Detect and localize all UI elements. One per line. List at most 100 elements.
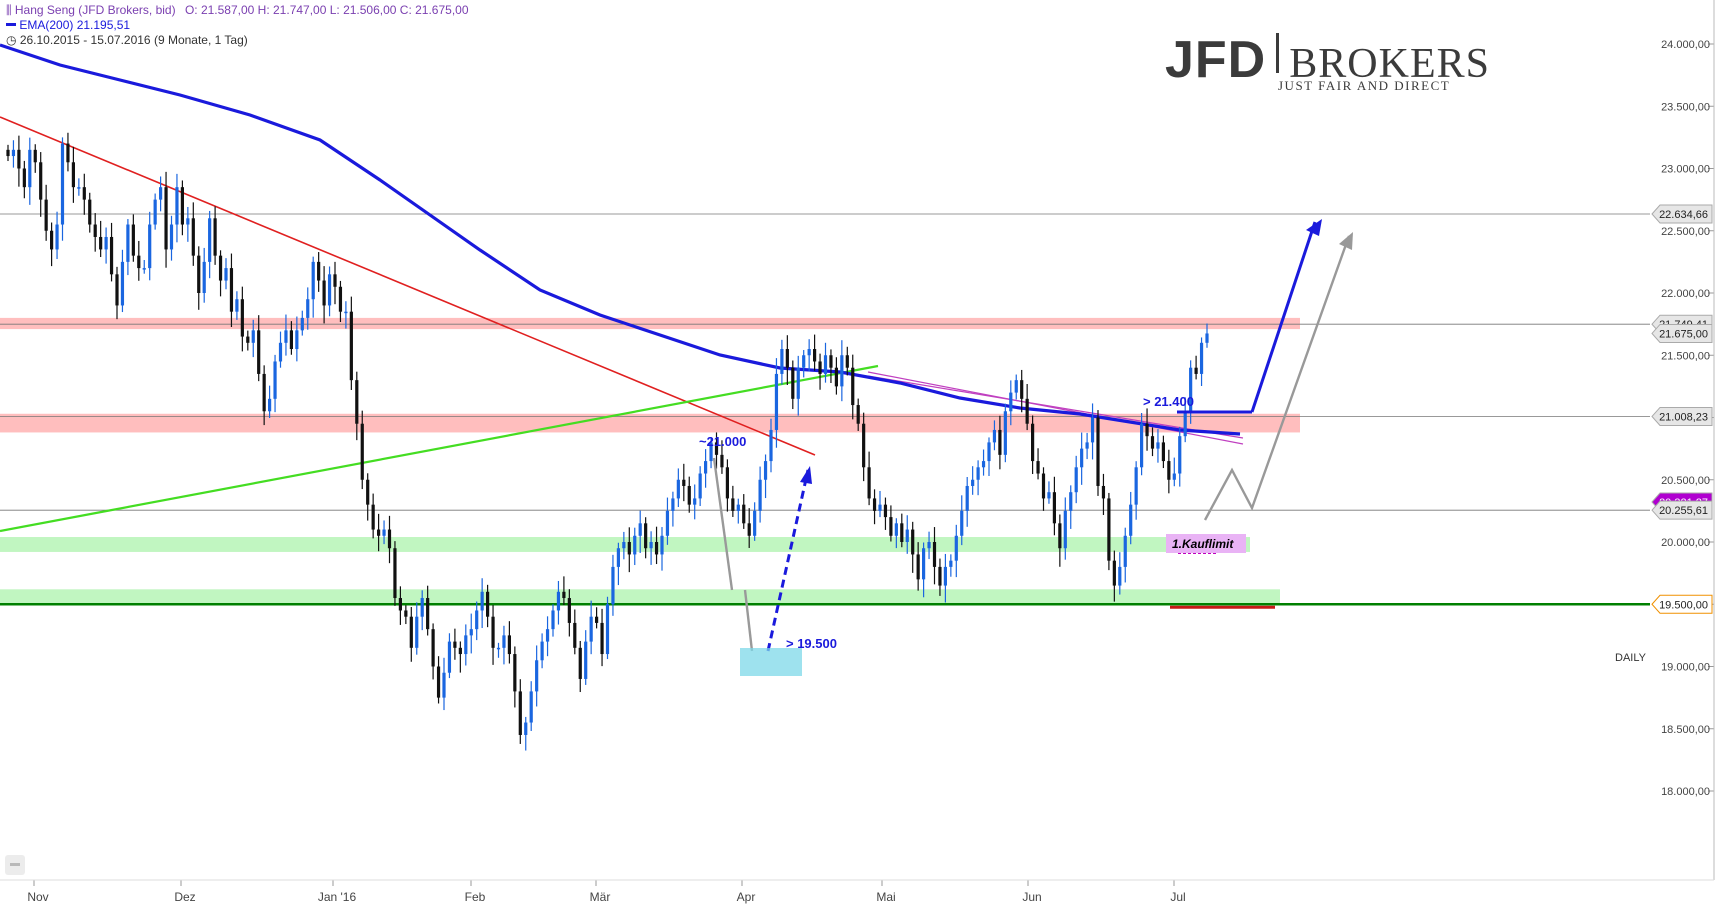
- candle-body: [1031, 423, 1035, 462]
- price-label-text: 21.008,23: [1659, 411, 1708, 423]
- candle-body: [1047, 492, 1051, 499]
- candle-body: [39, 162, 43, 200]
- candle-body: [1161, 442, 1165, 462]
- y-tick-label: 24.000,00: [1661, 39, 1710, 51]
- candle-body: [872, 498, 877, 511]
- candle-body: [1189, 367, 1193, 412]
- candle-body: [747, 523, 751, 536]
- y-tick-label: 20.500,00: [1661, 475, 1710, 487]
- candle-body: [883, 504, 888, 518]
- y-tick-label: 20.000,00: [1661, 537, 1710, 549]
- candle-body: [1140, 423, 1144, 468]
- candle-body: [845, 355, 849, 368]
- candle-body: [932, 542, 937, 567]
- candle-body: [191, 218, 195, 256]
- downtrend-line: [0, 116, 816, 456]
- candle-body: [202, 261, 206, 293]
- logo-separator: [1276, 33, 1280, 73]
- candle-body: [671, 498, 675, 511]
- candle-body: [273, 361, 277, 399]
- candle-body: [1123, 535, 1127, 567]
- candle-body: [589, 616, 593, 642]
- candle-body: [971, 479, 975, 486]
- candle-body: [1041, 473, 1046, 499]
- candle-body: [409, 616, 413, 648]
- candle-body: [862, 423, 866, 468]
- candle-body: [524, 722, 528, 735]
- candle-body: [1194, 367, 1198, 374]
- candle-body: [257, 330, 261, 374]
- candle-body: [159, 187, 163, 200]
- x-tick-label: Apr: [737, 890, 756, 904]
- candle-body: [791, 367, 795, 399]
- candle-body: [981, 461, 986, 468]
- candle-body: [55, 224, 59, 250]
- candle-body: [109, 236, 114, 275]
- indicator-header: EMA(200) 21.195,51: [6, 18, 130, 32]
- candle-body: [834, 367, 838, 387]
- candle-body: [987, 442, 991, 462]
- candle-body: [366, 479, 370, 505]
- candle-body: [82, 187, 86, 200]
- candle-body: [867, 467, 871, 499]
- candle-body: [355, 380, 359, 424]
- candle-body: [311, 261, 315, 300]
- candle-body: [1096, 417, 1100, 486]
- price-label-tag: [1651, 594, 1713, 614]
- candle-body: [246, 336, 250, 343]
- candle-body: [518, 691, 522, 735]
- candle-body: [682, 479, 686, 486]
- pullback-arrow: [743, 589, 754, 652]
- candle-body: [458, 647, 462, 655]
- candle-body: [927, 542, 931, 549]
- candle-body: [595, 616, 599, 623]
- arrowhead-icon: [1306, 219, 1322, 236]
- candle-body: [387, 529, 392, 549]
- annotation-label: > 21.400: [1143, 394, 1194, 409]
- price-label-text: 22.634,66: [1659, 209, 1708, 221]
- candle-body: [1003, 411, 1007, 455]
- candle-body: [382, 529, 386, 536]
- panel-toggle-button[interactable]: [5, 855, 25, 875]
- candle-body: [627, 542, 631, 555]
- candles-layer: [6, 132, 1209, 751]
- candle-body: [1025, 398, 1029, 424]
- candle-body: [164, 187, 168, 250]
- candle-body: [99, 236, 103, 250]
- candle-body: [851, 367, 855, 406]
- trendlines-layer: [0, 43, 1244, 533]
- candle-body: [415, 616, 419, 648]
- candle-body: [1090, 417, 1095, 443]
- candle-body: [453, 641, 457, 648]
- candle-body: [393, 548, 397, 599]
- candle-body: [965, 485, 969, 511]
- candle-body: [360, 423, 364, 480]
- candle-body: [704, 461, 708, 474]
- candle-body: [1107, 498, 1111, 561]
- ema-200-line: [0, 43, 1241, 436]
- y-tick-label: 18.000,00: [1661, 786, 1710, 798]
- candle-body: [660, 535, 664, 555]
- x-tick-label: Jan '16: [318, 890, 357, 904]
- candle-body: [1020, 380, 1024, 399]
- candle-body: [1205, 333, 1209, 343]
- candle-body: [218, 255, 223, 281]
- logo-tagline: JUST FAIR AND DIRECT: [1278, 78, 1451, 93]
- candle-body: [169, 224, 174, 250]
- candle-body: [1167, 461, 1171, 480]
- price-label-tag: [1651, 204, 1713, 224]
- candle-body: [88, 199, 92, 225]
- arrowhead-icon: [800, 466, 812, 484]
- candle-body: [115, 274, 119, 306]
- candle-body: [491, 616, 495, 648]
- candle-body: [66, 143, 70, 163]
- candle-body: [954, 535, 958, 561]
- x-tick-label: Mär: [590, 890, 611, 904]
- candle-body: [120, 261, 125, 306]
- y-tick-label: 22.500,00: [1661, 226, 1710, 238]
- candle-body: [600, 622, 604, 655]
- candle-body: [780, 349, 784, 374]
- candle-body: [268, 398, 272, 412]
- candle-body: [976, 467, 980, 480]
